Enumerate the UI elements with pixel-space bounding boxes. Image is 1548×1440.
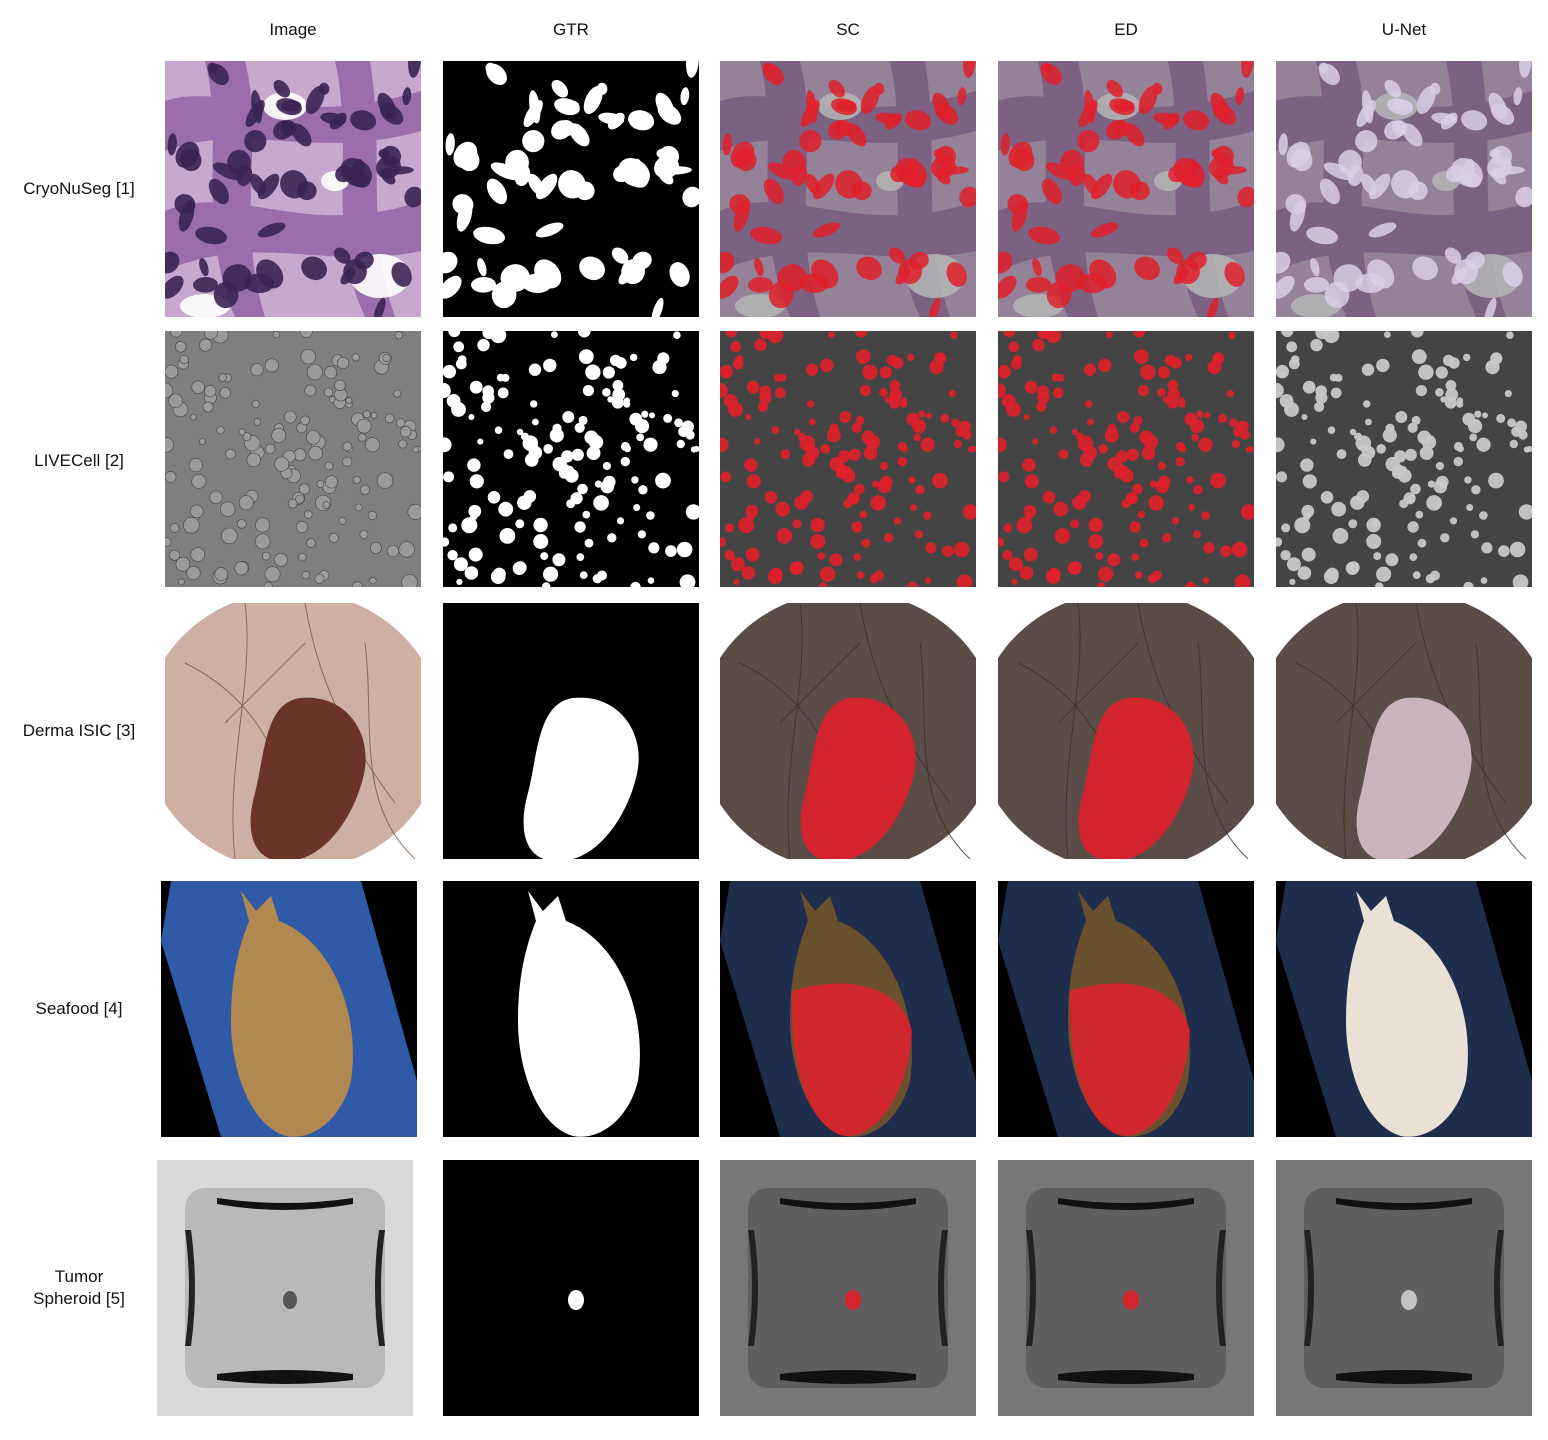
row-label-line: Derma ISIC [3] (22, 721, 136, 740)
panel-derma-ed (998, 603, 1254, 859)
row-label-line: Tumor (54, 1267, 104, 1286)
col-header-gtr: GTR (553, 20, 589, 39)
panel-tumor-unet (1276, 1160, 1532, 1416)
panel-cryonuseg-gtr (443, 61, 699, 317)
row-label-derma: Derma ISIC [3] (0, 720, 158, 742)
panel-cryonuseg-unet (1276, 61, 1532, 317)
row-label-line: Seafood [4] (35, 999, 123, 1018)
col-header-ed: ED (1114, 20, 1138, 39)
panel-tumor-ed (998, 1160, 1254, 1416)
panel-cryonuseg-image (165, 61, 421, 317)
col-header-sc: SC (836, 20, 860, 39)
col-header-unet: U-Net (1381, 20, 1427, 39)
panel-tumor-sc (720, 1160, 976, 1416)
panel-derma-gtr (443, 603, 699, 859)
row-label-line-2: Spheroid [5] (33, 1289, 125, 1308)
panel-livecell-unet (1276, 331, 1532, 587)
row-label-line: CryoNuSeg [1] (23, 179, 135, 198)
panel-seafood-image (161, 881, 417, 1137)
row-label-line: LIVECell [2] (34, 451, 124, 470)
col-header-image: Image (269, 20, 317, 39)
panel-derma-image (165, 603, 421, 859)
panel-seafood-gtr (443, 881, 699, 1137)
panel-derma-sc (720, 603, 976, 859)
panel-livecell-sc (720, 331, 976, 587)
panel-tumor-gtr (443, 1160, 699, 1416)
row-label-cryonuseg: CryoNuSeg [1] (0, 178, 158, 200)
panel-livecell-ed (998, 331, 1254, 587)
panel-cryonuseg-sc (720, 61, 976, 317)
panel-livecell-image (165, 331, 421, 587)
row-label-livecell: LIVECell [2] (0, 450, 158, 472)
panel-seafood-ed (998, 881, 1254, 1137)
panel-livecell-gtr (443, 331, 699, 587)
panel-tumor-image (157, 1160, 413, 1416)
row-label-tumor: Tumor Spheroid [5] (0, 1266, 158, 1310)
panel-seafood-unet (1276, 881, 1532, 1137)
panel-seafood-sc (720, 881, 976, 1137)
panel-cryonuseg-ed (998, 61, 1254, 317)
panel-derma-unet (1276, 603, 1532, 859)
row-label-seafood: Seafood [4] (0, 998, 158, 1020)
